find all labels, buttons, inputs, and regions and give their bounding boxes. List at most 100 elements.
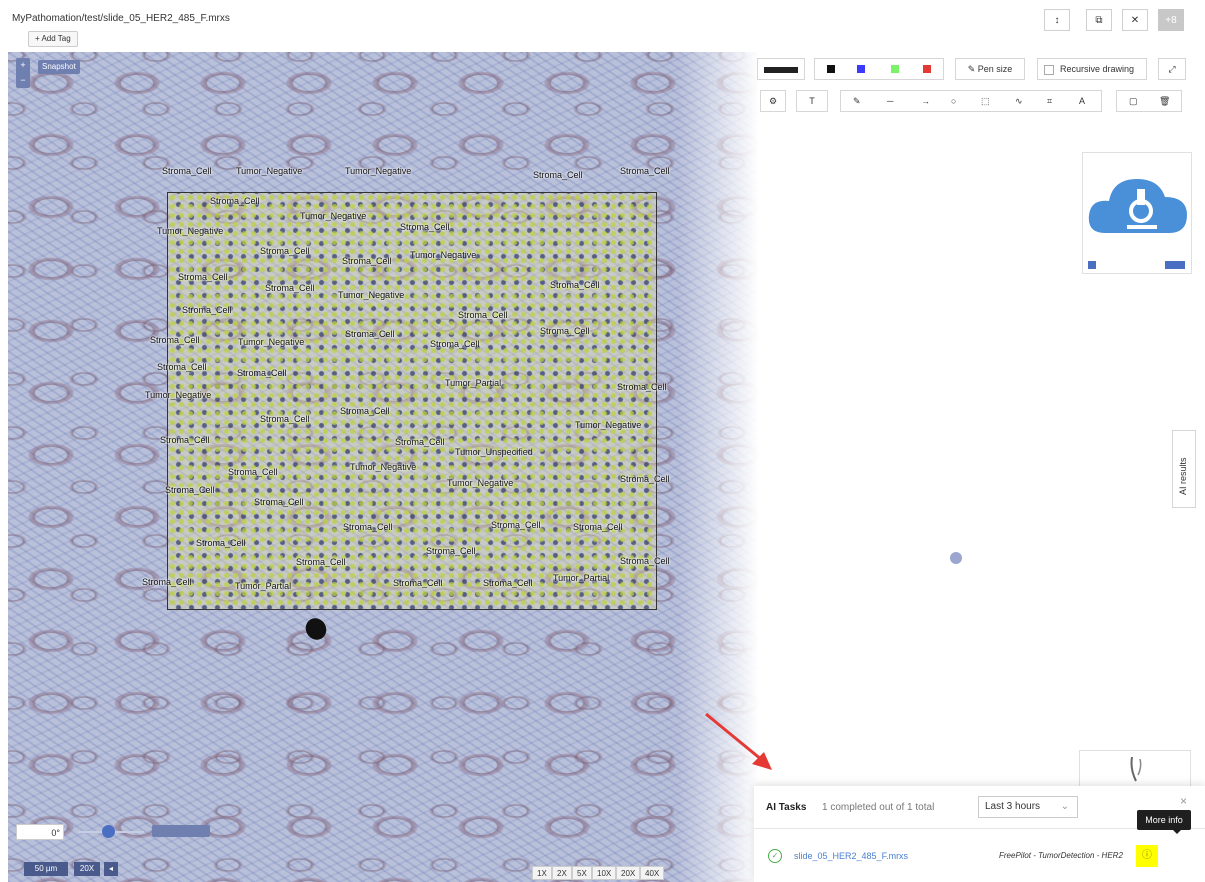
close-icon[interactable]: × [1180, 794, 1188, 808]
copy-icon[interactable]: ▢ [1129, 96, 1138, 106]
snapshot-button[interactable]: Snapshot [38, 60, 80, 74]
zoom-preset-5x[interactable]: 5X [572, 866, 592, 880]
annotation-label: Tumor_Negative [345, 166, 412, 176]
pen-size-label: Pen size [977, 64, 1013, 74]
zoom-preset-10x[interactable]: 10X [592, 866, 617, 880]
collapse-icon[interactable]: ◂ [104, 862, 118, 876]
overview-thumbnail-2[interactable] [1079, 750, 1191, 790]
annotation-label: Stroma_Cell [340, 406, 390, 416]
ai-results-tab[interactable]: AI results [1172, 430, 1196, 508]
zoom-preset-1x[interactable]: 1X [532, 866, 552, 880]
color-blue[interactable] [857, 65, 865, 73]
pen-tool-icon[interactable]: ✎ [853, 96, 861, 106]
line-tool-icon[interactable]: ─ [887, 96, 894, 106]
zoom-out-button[interactable]: − [20, 75, 26, 85]
rectangle-tool-icon[interactable]: ⬚ [981, 96, 990, 106]
annotation-label: Tumor_Negative [300, 211, 367, 221]
pen-size-button[interactable]: ✎ Pen size [955, 58, 1025, 80]
task-file-link[interactable]: slide_05_HER2_485_F.mrxs [794, 851, 909, 861]
zoom-in-button[interactable]: + [20, 60, 26, 70]
ai-results-label: AI results [1178, 457, 1188, 495]
annotation-label: Stroma_Cell [483, 578, 533, 588]
duplicate-button[interactable]: ⧉ [1086, 9, 1112, 31]
ai-tasks-summary: 1 completed out of 1 total [822, 802, 935, 813]
annotation-label: Stroma_Cell [237, 368, 287, 378]
annotation-label: Stroma_Cell [165, 485, 215, 495]
zoom-control[interactable]: + − [16, 58, 30, 88]
annotation-label: Stroma_Cell [400, 222, 450, 232]
color-picker [814, 58, 944, 80]
annotation-label: Stroma_Cell [620, 166, 670, 176]
tissue-edge [678, 52, 768, 882]
red-arrow-icon [705, 712, 772, 770]
expand-icon[interactable]: ⤢ [1158, 58, 1186, 80]
thumbnail-toggle-icon[interactable] [1088, 261, 1096, 269]
rotation-slider-knob[interactable] [102, 825, 115, 838]
annotation-label: Stroma_Cell [342, 256, 392, 266]
divider [754, 828, 1205, 829]
close-button[interactable]: ✕ [1122, 9, 1148, 31]
annotation-label: Stroma_Cell [260, 414, 310, 424]
more-info-tooltip: More info [1137, 810, 1191, 834]
annotation-label: Stroma_Cell [550, 280, 600, 290]
annotation-label: Stroma_Cell [160, 435, 210, 445]
annotation-label: Stroma_Cell [430, 339, 480, 349]
text-style-icon[interactable]: T [796, 90, 828, 112]
arrow-tool-icon[interactable]: → [921, 96, 930, 106]
annotation-label: Tumor_Partial [445, 378, 502, 388]
add-viewport-button[interactable]: +8 [1158, 9, 1184, 31]
annotation-label: Stroma_Cell [182, 305, 232, 315]
recursive-drawing-toggle[interactable]: Recursive drawing [1037, 58, 1147, 80]
zoom-preset-20x[interactable]: 20X [616, 866, 641, 880]
overview-thumbnail[interactable] [1082, 152, 1192, 274]
rotation-field[interactable]: 0° [16, 824, 64, 840]
thumbnail-nav-icon[interactable] [1165, 261, 1185, 269]
annotation-label: Stroma_Cell [157, 362, 207, 372]
circle-tool-icon[interactable]: ○ [951, 96, 957, 106]
annotation-label: Tumor_Negative [238, 337, 305, 347]
color-green[interactable] [891, 65, 899, 73]
annotation-label: Stroma_Cell [573, 522, 623, 532]
annotation-label: Tumor_Negative [145, 390, 212, 400]
time-range-select[interactable]: Last 3 hours ⌄ [978, 796, 1078, 818]
analysis-region[interactable] [167, 192, 657, 610]
ai-tasks-panel: AI Tasks 1 completed out of 1 total Last… [754, 786, 1205, 882]
annotation-label: Tumor_Negative [575, 420, 642, 430]
color-red[interactable] [923, 65, 931, 73]
text-tool-icon[interactable]: A [1079, 96, 1086, 106]
freehand-tool-icon[interactable]: ∿ [1015, 96, 1023, 106]
scale-bar: 50 µm [24, 862, 68, 876]
mini-slide-preview [1130, 756, 1142, 782]
ai-tasks-title: AI Tasks [766, 802, 807, 813]
annotation-label: Tumor_Negative [157, 226, 224, 236]
recursive-checkbox[interactable] [1044, 64, 1054, 75]
annotation-label: Stroma_Cell [142, 577, 192, 587]
sync-button[interactable]: ↕ [1044, 9, 1070, 31]
color-black[interactable] [827, 65, 835, 73]
annotation-label: Tumor_Partial [235, 581, 292, 591]
slide-path: MyPathomation/test/slide_05_HER2_485_F.m… [12, 13, 230, 24]
annotation-label: Stroma_Cell [260, 246, 310, 256]
view-options-icons[interactable] [152, 825, 210, 837]
zoom-preset-40x[interactable]: 40X [640, 866, 665, 880]
info-icon[interactable]: ⓘ [1136, 845, 1158, 867]
pencil-icon: ✎ [967, 64, 978, 74]
settings-icon[interactable]: ⚙ [760, 90, 786, 112]
annotation-label: Tumor_Negative [236, 166, 303, 176]
grid-tool-icon[interactable]: ⌗ [1047, 96, 1053, 106]
pen-color-preview[interactable] [757, 58, 805, 80]
task-name: FreePilot - TumorDetection - HER2 [999, 851, 1123, 860]
annotation-label: Tumor_Negative [350, 462, 417, 472]
trash-icon[interactable]: 🗑 [1159, 96, 1171, 106]
annotation-label: Stroma_Cell [254, 497, 304, 507]
annotation-label: Stroma_Cell [343, 522, 393, 532]
annotation-label: Stroma_Cell [265, 283, 315, 293]
annotation-label: Tumor_Unspecified [455, 447, 533, 457]
zoom-preset-2x[interactable]: 2X [552, 866, 572, 880]
check-circle-icon: ✓ [768, 849, 782, 863]
annotation-label: Stroma_Cell [210, 196, 260, 206]
annotation-label: Stroma_Cell [296, 557, 346, 567]
annotation-label: Stroma_Cell [393, 578, 443, 588]
add-tag-button[interactable]: + Add Tag [28, 31, 78, 47]
annotation-label: Stroma_Cell [395, 437, 445, 447]
